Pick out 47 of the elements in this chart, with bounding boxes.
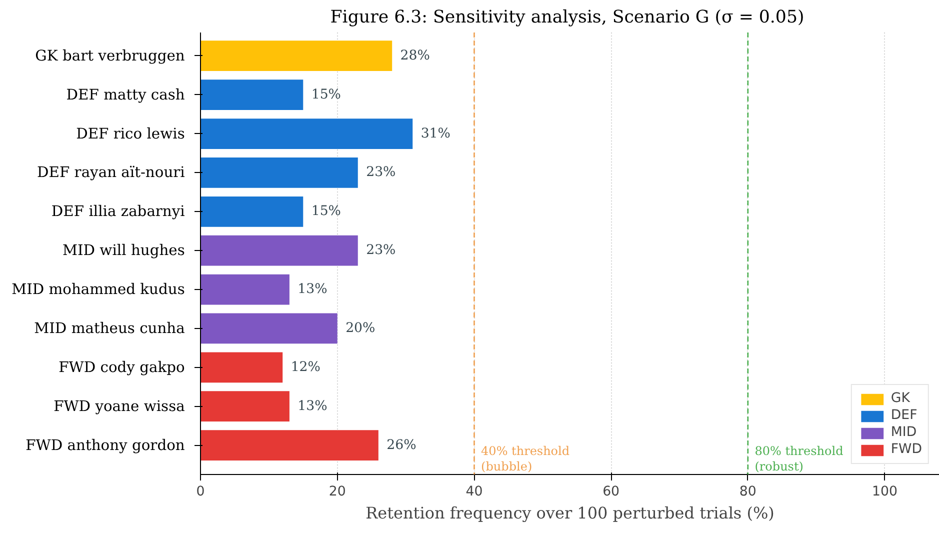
bar [200,235,358,266]
ref-line-label: 40% threshold (bubble) [481,444,570,474]
bar [200,430,378,460]
y-tick-label: MID matheus cunha [34,320,186,337]
y-tick-label: FWD anthony gordon [26,436,186,454]
chart-title: Figure 6.3: Sensitivity analysis, Scenario G (σ = 0.05) [330,8,804,28]
data-label: 12% [290,360,320,375]
y-tick-label: FWD cody gakpo [58,358,186,376]
y-tick-label: DEF rico lewis [76,125,185,142]
bar [200,196,304,227]
data-label: 28% [400,48,430,64]
y-tick-label: MID mohammed kudus [12,281,185,298]
x-tick-label: 100 [872,484,898,500]
legend-label: DEF [890,408,918,423]
bar [200,352,283,383]
bar [200,391,290,422]
x-tick-label: 80 [739,484,756,500]
y-tick-label: DEF matty cash [66,86,186,104]
data-label: 13% [298,398,328,414]
y-tick-label: GK bart verbruggen [35,47,186,64]
bar [200,274,290,305]
legend-label: GK [890,391,911,406]
bar [200,40,392,72]
data-label: 26% [386,438,416,453]
data-label: 20% [346,320,376,336]
y-tick-label: DEF illia zabarnyi [51,203,186,220]
bar [200,80,304,110]
x-axis-title: Retention frequency over 100 perturbed trials (%) [366,504,774,522]
x-tick-label: 0 [196,484,205,500]
data-label: 23% [366,243,396,258]
data-label: 23% [366,165,396,180]
data-label: 31% [420,126,450,142]
legend-label: FWD [890,442,922,457]
data-label: 15% [311,87,341,102]
data-label: 15% [311,204,341,220]
bar [200,313,338,344]
x-tick-label: 60 [602,484,620,500]
bar [200,118,413,149]
y-tick-label: FWD yoane wissa [54,398,186,415]
legend-label: MID [890,425,917,440]
y-tick-label: DEF rayan aït-nouri [37,164,186,182]
bar [200,158,358,188]
ref-line-label: 80% threshold (robust) [754,444,844,474]
x-tick-label: 20 [328,484,346,500]
data-label: 13% [298,282,328,298]
x-tick-label: 40 [466,484,483,500]
y-tick-label: MID will hughes [62,242,185,260]
